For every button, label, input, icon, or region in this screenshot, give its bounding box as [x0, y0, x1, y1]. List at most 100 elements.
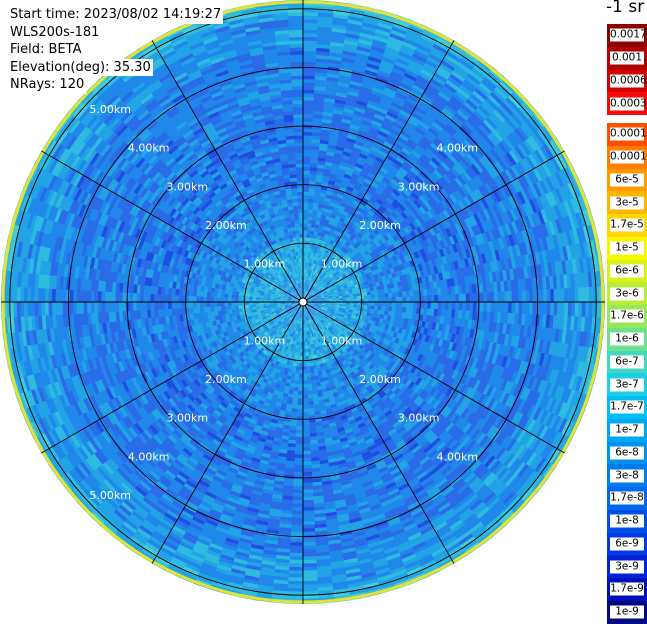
heatmap-cell: [529, 290, 533, 303]
heatmap-cell: [389, 297, 393, 302]
heatmap-cell: [424, 296, 428, 303]
heatmap-cell: [445, 294, 449, 302]
heatmap-cell: [434, 295, 438, 303]
heatmap-cell: [441, 302, 445, 310]
heatmap-cell: [303, 82, 315, 86]
heatmap-cell: [399, 302, 403, 308]
heatmap-cell: [303, 37, 318, 41]
heatmap-cell: [490, 302, 494, 313]
heatmap-cell: [441, 295, 445, 303]
heatmap-cell: [303, 160, 311, 164]
heatmap-cell: [522, 290, 526, 302]
heatmap-cell: [378, 302, 382, 306]
heatmap-cell: [543, 289, 547, 302]
heatmap-cell: [382, 302, 386, 307]
heatmap-cell: [462, 302, 466, 311]
heatmap-cell: [455, 302, 459, 311]
heatmap-cell: [543, 302, 547, 315]
heatmap-cell: [501, 302, 505, 313]
heatmap-cell: [303, 79, 315, 83]
heatmap-cell: [303, 118, 313, 122]
heatmap-cell: [306, 234, 310, 238]
heatmap-cell: [303, 234, 307, 238]
heatmap-cell: [303, 146, 312, 150]
heatmap-cell: [473, 293, 477, 303]
heatmap-cell: [374, 302, 378, 306]
heatmap-cell: [303, 89, 315, 93]
heatmap-cell: [403, 302, 407, 308]
heatmap-cell: [455, 294, 459, 303]
heatmap-cell: [303, 139, 312, 143]
heatmap-cell: [303, 248, 306, 252]
heatmap-cell: [303, 227, 307, 231]
heatmap-cell: [526, 290, 530, 303]
heatmap-cell: [480, 302, 484, 312]
heatmap-cell: [564, 288, 568, 303]
heatmap-cell: [303, 192, 309, 196]
heatmap-cell: [303, 216, 308, 220]
heatmap-cell: [303, 107, 314, 111]
heatmap-cell: [364, 302, 368, 306]
heatmap-cell: [494, 292, 498, 303]
heatmap-cell: [303, 61, 316, 65]
heatmap-cell: [303, 163, 311, 167]
heatmap-cell: [303, 244, 306, 248]
heatmap-cell: [501, 291, 505, 302]
heatmap-cell: [364, 295, 368, 299]
heatmap-cell: [399, 307, 403, 313]
heatmap-cell: [303, 170, 310, 174]
heatmap-cell: [431, 302, 435, 309]
heatmap-cell: [303, 237, 307, 241]
heatmap-cell: [459, 302, 463, 311]
heatmap-cell: [303, 177, 310, 181]
heatmap-cell: [512, 291, 516, 303]
heatmap-cell: [303, 121, 313, 125]
heatmap-cell: [427, 295, 431, 302]
heatmap-cell: [427, 302, 431, 309]
heatmap-cell: [536, 302, 540, 315]
heatmap-cell: [303, 65, 316, 69]
heatmap-cell: [448, 302, 452, 310]
heatmap-cell: [346, 297, 350, 300]
heatmap-cell: [406, 296, 410, 302]
heatmap-cell: [494, 302, 498, 313]
heatmap-cell: [448, 294, 452, 302]
heatmap-cell: [395, 292, 399, 298]
heatmap-cell: [431, 295, 435, 302]
heatmap-cell: [303, 206, 308, 210]
heatmap-cell: [392, 302, 396, 307]
heatmap-cell: [308, 202, 314, 206]
heatmap-cell: [303, 202, 309, 206]
heatmap-cell: [410, 302, 414, 308]
heatmap-cell: [473, 302, 477, 312]
heatmap-cell: [367, 295, 371, 299]
heatmap-cell: [350, 297, 354, 300]
heatmap-cell: [480, 293, 484, 303]
heatmap-cell: [564, 302, 568, 317]
heatmap-cell: [303, 111, 314, 115]
heatmap-cell: [438, 295, 442, 303]
heatmap-cell: [303, 156, 311, 160]
heatmap-cell: [339, 298, 343, 300]
heatmap-cell: [357, 296, 361, 299]
heatmap-cell: [303, 174, 310, 178]
heatmap-cell: [540, 289, 544, 302]
heatmap-cell: [466, 302, 470, 311]
heatmap-cell: [303, 104, 314, 108]
heatmap-cell: [303, 213, 308, 217]
heatmap-cell: [357, 302, 361, 305]
heatmap-cell: [360, 296, 364, 300]
heatmap-cell: [303, 58, 316, 62]
heatmap-cell: [371, 306, 375, 310]
heatmap-cell: [462, 294, 466, 303]
heatmap-cell: [303, 135, 312, 139]
heatmap-cell: [434, 302, 438, 309]
heatmap-cell: [303, 223, 307, 227]
heatmap-cell: [306, 248, 309, 252]
heatmap-cell: [515, 302, 519, 314]
heatmap-cell: [353, 305, 357, 308]
heatmap-cell: [371, 295, 375, 299]
heatmap-cell: [557, 289, 561, 303]
heatmap-cell: [385, 302, 389, 307]
heatmap-cell: [353, 296, 357, 299]
